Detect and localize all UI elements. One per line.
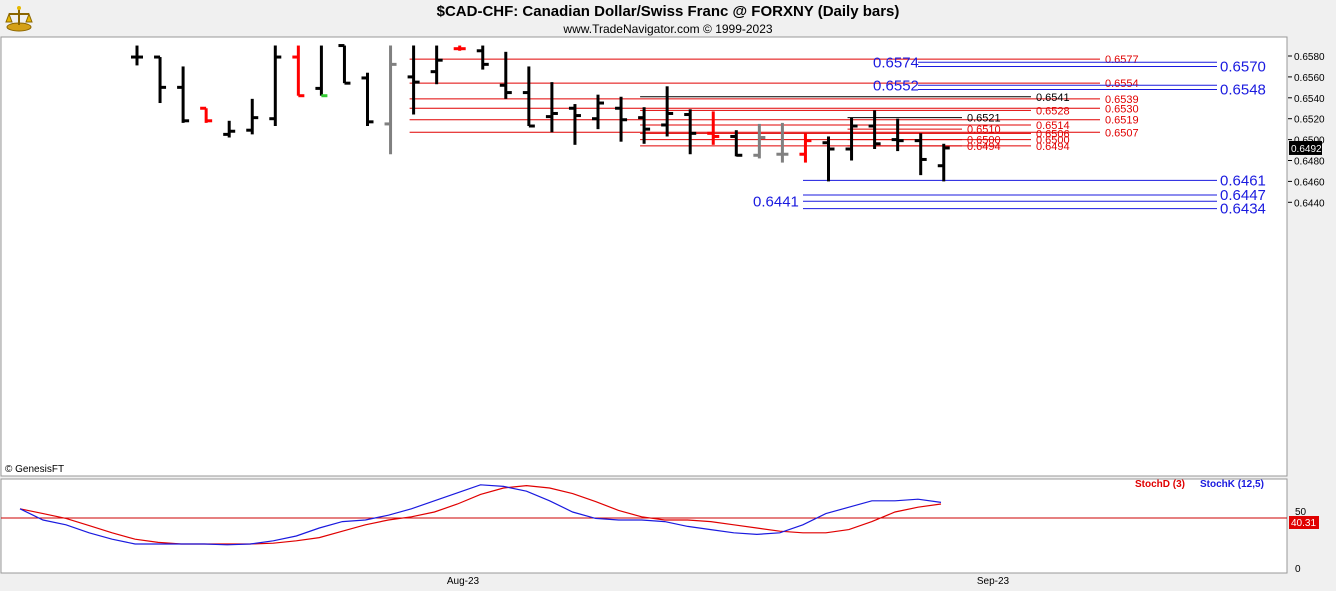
stoch-legend: StochK (12,5)	[1200, 479, 1264, 490]
level-label: 0.6494	[967, 141, 1001, 153]
level-label: 0.6541	[1036, 92, 1070, 104]
stoch-series-line	[19, 484, 942, 546]
level-label: 0.6519	[1105, 115, 1139, 127]
last-price-label: 0.6492	[1291, 144, 1322, 155]
stoch-last-box	[1289, 516, 1319, 529]
y-tick-label: 0.6460	[1294, 177, 1325, 188]
stoch-legend: StochD (3)	[1135, 479, 1185, 490]
level-label: 0.6577	[1105, 54, 1139, 66]
level-label: 0.6500	[967, 135, 1001, 147]
level-label: 0.6506	[1036, 128, 1070, 140]
price-panel	[0, 36, 1288, 477]
x-tick-label: Aug-23	[447, 576, 480, 587]
support-label: 0.6441	[753, 193, 799, 210]
x-tick-label: Sep-23	[977, 576, 1010, 587]
y-tick-label: 0.6580	[1294, 52, 1325, 63]
y-tick-label: 0.6540	[1294, 94, 1325, 105]
level-label: 0.6554	[1105, 78, 1139, 90]
chart-title: $CAD-CHF: Canadian Dollar/Swiss Franc @ …	[436, 3, 900, 20]
stochastic-panel	[0, 478, 1288, 574]
y-tick-label: 0.6480	[1294, 157, 1325, 168]
y-tick-label: 0.6440	[1294, 198, 1325, 209]
support-label: 0.6434	[1220, 201, 1266, 218]
support-label: 0.6552	[873, 77, 919, 94]
level-label: 0.6507	[1105, 127, 1139, 139]
price-axis	[1288, 37, 1335, 476]
stoch-tick-label: 0	[1295, 564, 1301, 575]
support-label: 0.6570	[1220, 58, 1266, 75]
last-price-box	[1289, 140, 1322, 155]
logo-icon	[4, 4, 34, 34]
support-label: 0.6574	[873, 54, 919, 71]
level-label: 0.6539	[1105, 94, 1139, 106]
level-label: 0.6500	[1036, 135, 1070, 147]
level-label: 0.6514	[1036, 120, 1070, 132]
support-label: 0.6447	[1220, 187, 1266, 204]
y-tick-label: 0.6520	[1294, 115, 1325, 126]
level-label: 0.6528	[1036, 105, 1070, 117]
stoch-tick-label: 50	[1295, 507, 1307, 518]
level-label: 0.6494	[1036, 141, 1070, 153]
level-label: 0.6510	[967, 124, 1001, 136]
support-label: 0.6548	[1220, 81, 1266, 98]
stoch-last-label: 40.31	[1291, 518, 1316, 529]
copyright-label: © GenesisFT	[5, 464, 64, 475]
chart-subtitle: www.TradeNavigator.com © 1999-2023	[563, 22, 773, 36]
support-label: 0.6461	[1220, 172, 1266, 189]
level-label: 0.6530	[1105, 103, 1139, 115]
level-label: 0.6521	[967, 113, 1001, 125]
y-tick-label: 0.6560	[1294, 73, 1325, 84]
